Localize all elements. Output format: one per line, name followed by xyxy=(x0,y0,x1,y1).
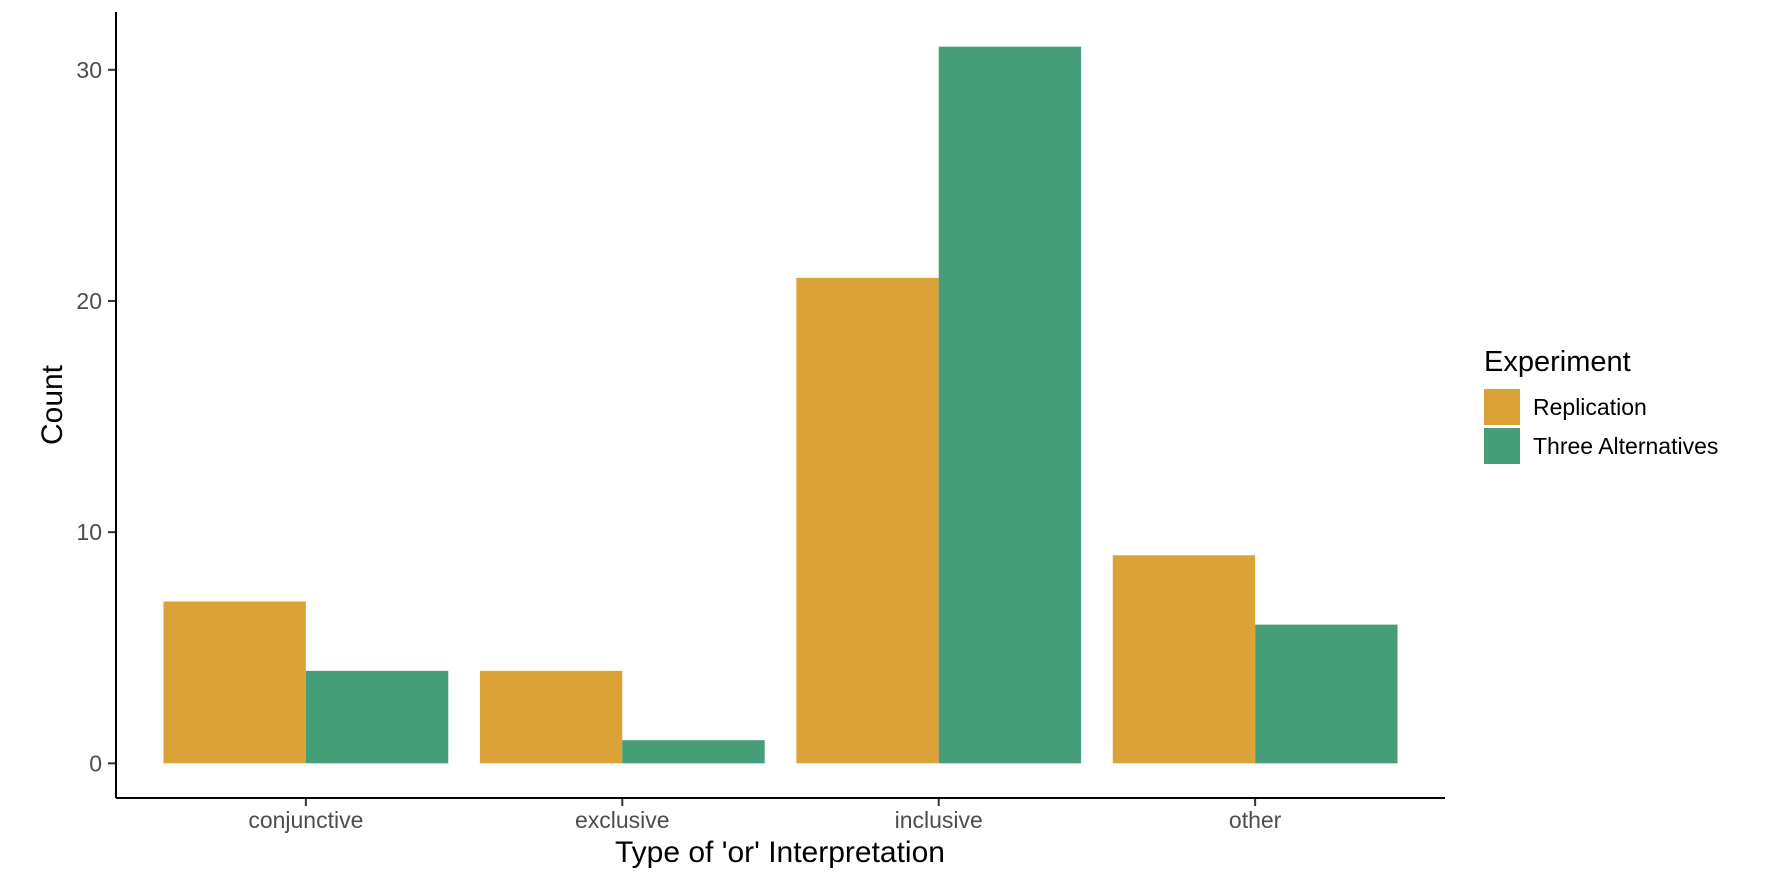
bar-replication-inclusive xyxy=(796,277,939,764)
x-axis-ticks: conjunctive exclusive inclusive other xyxy=(248,798,1282,833)
bar-three-alternatives-other xyxy=(1255,624,1398,764)
legend-items: Replication Three Alternatives xyxy=(1484,389,1718,464)
y-tick-label: 0 xyxy=(89,750,102,776)
legend-swatch-replication xyxy=(1484,389,1520,425)
x-axis-title: Type of 'or' Interpretation xyxy=(615,836,945,869)
y-tick-label: 10 xyxy=(76,519,102,545)
y-axis-title: Count xyxy=(36,364,69,445)
x-tick-label: conjunctive xyxy=(248,807,363,833)
legend-label-three-alternatives: Three Alternatives xyxy=(1533,433,1718,459)
bar-replication-other xyxy=(1112,555,1256,764)
y-axis-ticks: 0 10 20 30 xyxy=(76,57,116,776)
x-tick-label: inclusive xyxy=(895,807,983,833)
x-tick-label: other xyxy=(1229,807,1282,833)
legend: Experiment Replication Three Alternatives xyxy=(1484,346,1718,464)
y-tick-label: 20 xyxy=(76,288,102,314)
x-tick-label: exclusive xyxy=(575,807,670,833)
bar-three-alternatives-inclusive xyxy=(938,46,1082,764)
legend-swatch-three-alternatives xyxy=(1484,428,1520,464)
bar-replication-exclusive xyxy=(479,670,623,764)
bar-three-alternatives-exclusive xyxy=(622,740,765,764)
bar-replication-conjunctive xyxy=(163,601,306,764)
legend-title: Experiment xyxy=(1484,346,1631,378)
legend-label-replication: Replication xyxy=(1533,394,1647,420)
y-tick-label: 30 xyxy=(76,57,102,83)
bars-layer xyxy=(163,46,1398,764)
bar-three-alternatives-conjunctive xyxy=(305,670,449,764)
